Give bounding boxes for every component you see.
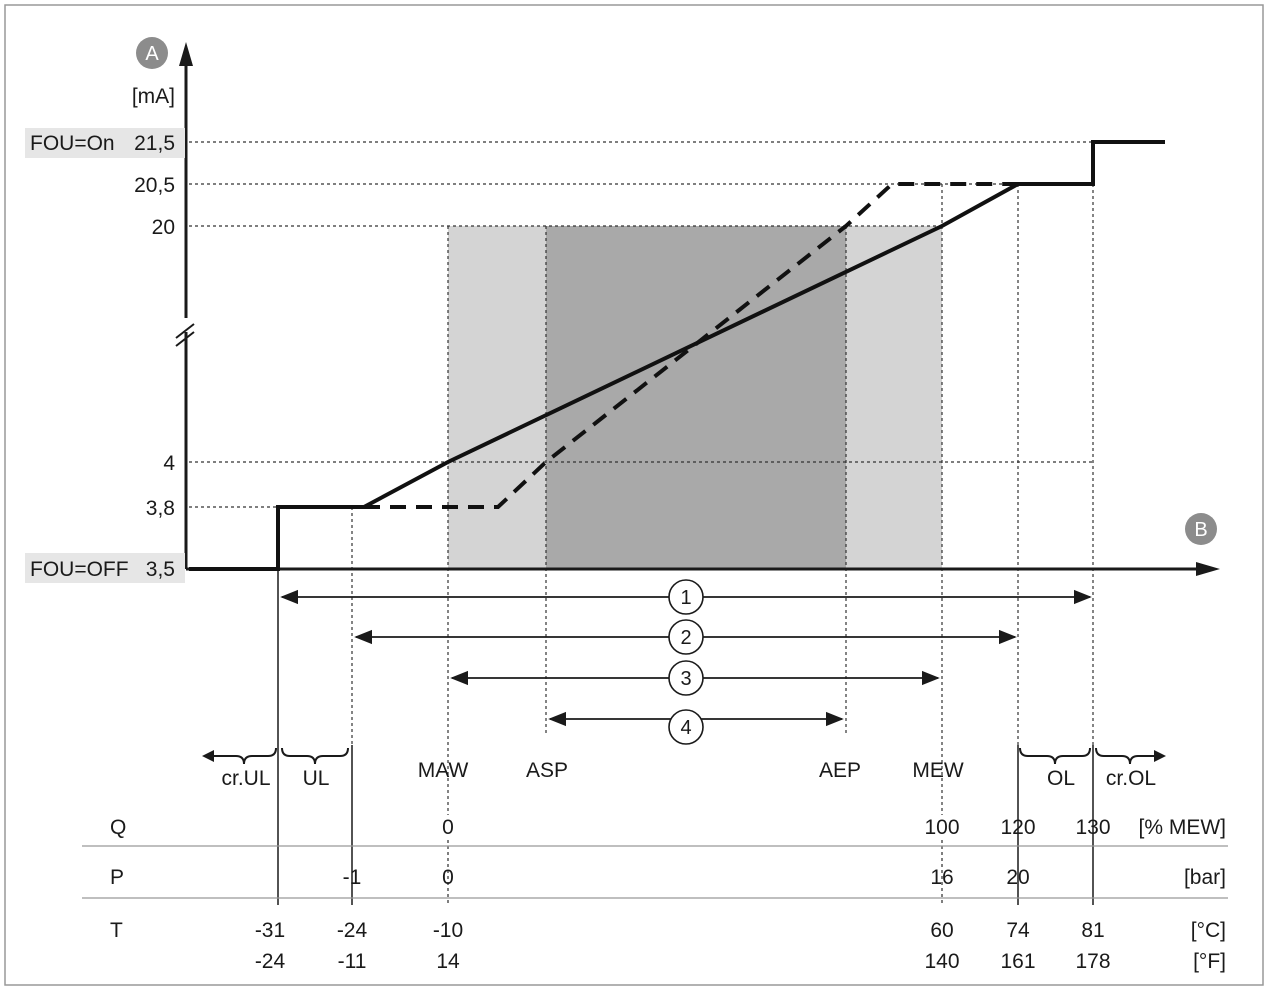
t-f-value-4: 140 xyxy=(924,950,959,973)
brace-ol xyxy=(1019,747,1091,765)
q-value-mew: 100 xyxy=(924,816,959,839)
q-value-maw: 0 xyxy=(442,816,454,839)
p-value-ol: 20 xyxy=(1006,866,1029,889)
t-c-value-1: -31 xyxy=(255,919,285,942)
tick-20-5: 20,5 xyxy=(134,174,175,197)
axis-marker-b: B xyxy=(1185,513,1217,545)
p-value-maw: 0 xyxy=(442,866,454,889)
horizontal-guides xyxy=(189,141,1093,508)
vertical-guides xyxy=(351,142,1094,815)
q-value-cr-ol: 130 xyxy=(1075,816,1110,839)
t-f-value-1: -24 xyxy=(255,950,286,973)
marker-b-label: B xyxy=(1194,519,1207,541)
row-p-unit: [bar] xyxy=(1184,866,1226,889)
p-value-mew: 16 xyxy=(930,866,953,889)
t-c-value-4: 60 xyxy=(930,919,953,942)
axes xyxy=(175,42,1220,576)
table-row-q: Q 0 100 120 130 [% MEW] xyxy=(110,816,1226,839)
t-f-value-2: -11 xyxy=(338,950,367,973)
range-3-circle xyxy=(668,660,704,696)
x-label-asp: ASP xyxy=(526,759,568,782)
brace-cr-ol xyxy=(1095,747,1154,765)
axis-break-icon-2 xyxy=(175,331,195,347)
row-q-unit: [% MEW] xyxy=(1139,816,1227,839)
curve-solid xyxy=(189,140,1165,571)
tick-3-5: 3,5 xyxy=(146,558,175,581)
fou-off-label: FOU=OFF xyxy=(30,558,129,581)
x-label-aep: AEP xyxy=(819,759,861,782)
brace-ul xyxy=(281,747,349,765)
q-value-ol: 120 xyxy=(1000,816,1035,839)
fou-off-label-bg xyxy=(25,553,185,583)
zone-cr-ul-label: cr.UL xyxy=(221,767,270,790)
tick-21-5: 21,5 xyxy=(134,132,175,155)
tick-20: 20 xyxy=(152,216,175,239)
tick-3-8: 3,8 xyxy=(146,497,175,520)
t-c-value-3: -10 xyxy=(433,919,463,942)
y-axis-arrow-icon xyxy=(179,42,193,66)
t-f-value-5: 161 xyxy=(1000,950,1035,973)
cr-ul-arrow-icon xyxy=(202,750,214,762)
cr-ol-arrow-icon xyxy=(1154,750,1166,762)
range-3-number: 3 xyxy=(680,668,691,690)
row-q-label: Q xyxy=(110,816,126,839)
t-c-value-2: -24 xyxy=(337,919,368,942)
row-t-label: T xyxy=(110,919,123,942)
table-row-t-fahrenheit: -24 -11 14 140 161 178 [°F] xyxy=(255,950,1226,973)
table-row-t-celsius: T -31 -24 -10 60 74 81 [°C] xyxy=(110,919,1226,942)
row-t-celsius-unit: [°C] xyxy=(1191,919,1226,942)
p-value-ul: -1 xyxy=(343,866,362,889)
t-f-value-3: 14 xyxy=(436,950,460,973)
t-c-value-5: 74 xyxy=(1006,919,1030,942)
fou-on-label-bg xyxy=(25,128,185,158)
curve-dashed xyxy=(364,182,1018,509)
range-2-number: 2 xyxy=(680,627,691,649)
x-label-maw: MAW xyxy=(418,759,469,782)
brace-cr-ul xyxy=(214,747,277,765)
range-4-circle xyxy=(668,709,704,745)
zone-ol-label: OL xyxy=(1047,767,1075,790)
tick-4: 4 xyxy=(163,452,175,475)
t-f-value-6: 178 xyxy=(1075,950,1110,973)
range-4-number: 4 xyxy=(680,717,691,739)
marker-a-label: A xyxy=(145,43,159,65)
fou-on-label: FOU=On xyxy=(30,132,115,155)
x-label-mew: MEW xyxy=(912,759,964,782)
row-p-label: P xyxy=(110,866,124,889)
range-2-circle xyxy=(668,619,704,655)
range-4: 4 xyxy=(548,709,844,745)
zone-cr-ol-label: cr.OL xyxy=(1106,767,1156,790)
range-3: 3 xyxy=(450,660,940,696)
table-row-p: P -1 0 16 20 [bar] xyxy=(110,866,1226,889)
range-1-circle xyxy=(668,579,704,615)
marker-a-icon xyxy=(136,37,168,69)
marker-b-icon xyxy=(1185,513,1217,545)
axis-break-icon xyxy=(175,323,195,339)
axis-marker-a: A xyxy=(136,37,168,69)
range-1-number: 1 xyxy=(680,587,691,609)
x-axis-arrow-icon xyxy=(1196,562,1220,576)
y-axis-unit: [mA] xyxy=(132,85,175,108)
zone-braces xyxy=(202,747,1166,765)
inner-analog-band xyxy=(546,226,846,569)
t-c-value-6: 81 xyxy=(1081,919,1104,942)
table-separators xyxy=(277,569,1094,905)
range-1: 1 xyxy=(280,579,1092,615)
row-t-fahrenheit-unit: [°F] xyxy=(1193,950,1226,973)
zone-ul-label: UL xyxy=(303,767,330,790)
range-2: 2 xyxy=(354,619,1017,655)
